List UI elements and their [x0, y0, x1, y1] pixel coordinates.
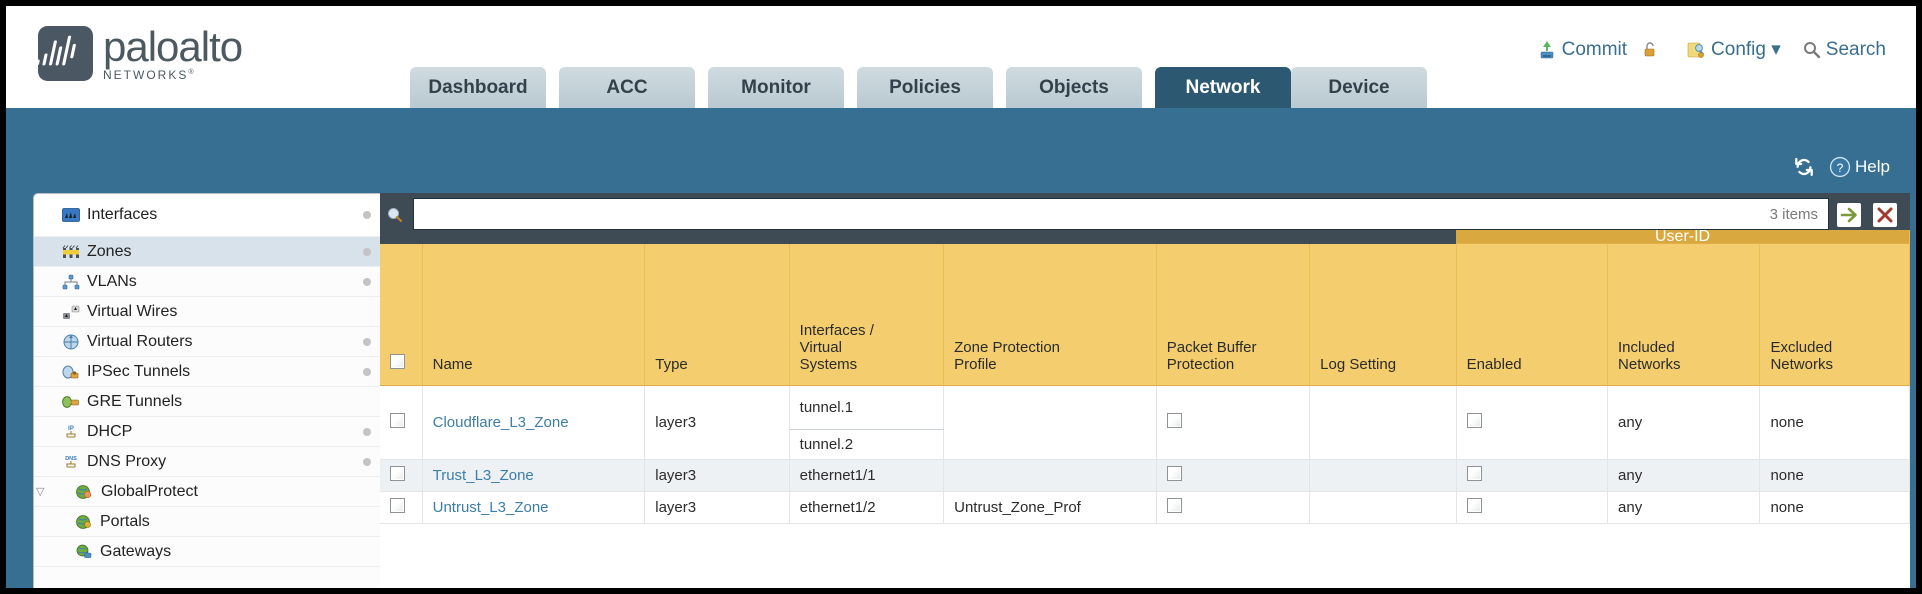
svg-text:?: ?	[1837, 161, 1844, 175]
